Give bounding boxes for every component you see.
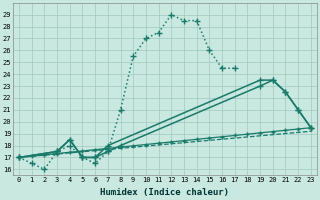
X-axis label: Humidex (Indice chaleur): Humidex (Indice chaleur) <box>100 188 229 197</box>
